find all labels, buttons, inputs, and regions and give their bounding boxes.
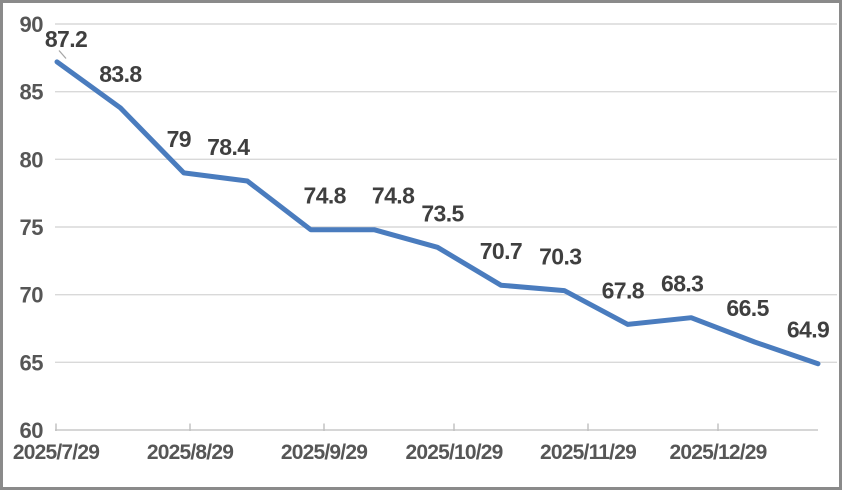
data-label-leader-line xyxy=(58,50,67,59)
data-label: 70.7 xyxy=(480,238,522,264)
y-axis-tick-label: 60 xyxy=(20,418,44,443)
y-axis-tick-label: 80 xyxy=(20,147,44,172)
y-axis-tick-label: 85 xyxy=(20,80,44,105)
y-axis-tick-label: 70 xyxy=(20,283,44,308)
y-axis-tick-label: 90 xyxy=(20,12,44,37)
x-axis-tick-label: 2025/7/29 xyxy=(13,441,99,464)
data-label: 67.8 xyxy=(602,277,645,303)
x-axis-tick-label: 2025/12/29 xyxy=(669,441,766,464)
y-axis-tick-label: 75 xyxy=(20,215,44,240)
x-axis-tick-label: 2025/8/29 xyxy=(147,441,233,464)
series-line xyxy=(54,59,821,367)
data-label: 64.9 xyxy=(787,317,829,343)
y-axis-tick-label: 65 xyxy=(20,350,44,375)
data-label: 74.8 xyxy=(372,183,415,209)
data-label: 73.5 xyxy=(421,200,464,226)
data-label: 79 xyxy=(167,126,191,152)
x-axis-tick-label: 2025/11/29 xyxy=(540,441,636,464)
data-label: 68.3 xyxy=(661,271,703,297)
data-label: 87.2 xyxy=(45,26,87,52)
x-axis-tick-label: 2025/10/29 xyxy=(405,441,502,464)
data-label: 74.8 xyxy=(304,183,347,209)
data-label: 70.3 xyxy=(539,244,581,270)
x-axis-tick-label: 2025/9/29 xyxy=(281,441,367,464)
data-label: 83.8 xyxy=(99,61,142,87)
data-label: 66.5 xyxy=(726,295,769,321)
data-label: 78.4 xyxy=(207,134,250,160)
